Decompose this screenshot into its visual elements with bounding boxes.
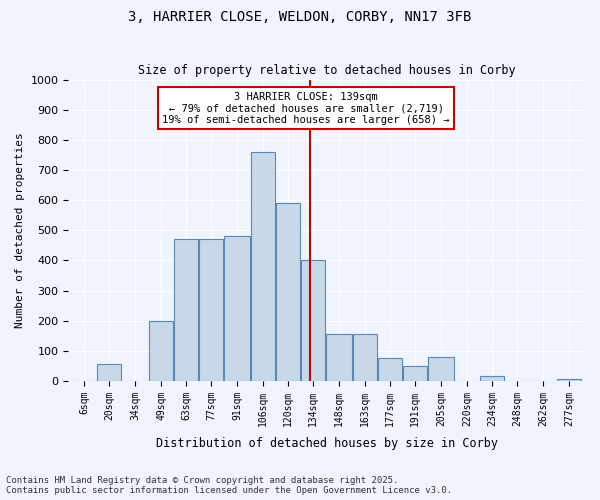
Text: 3, HARRIER CLOSE, WELDON, CORBY, NN17 3FB: 3, HARRIER CLOSE, WELDON, CORBY, NN17 3F… xyxy=(128,10,472,24)
Bar xyxy=(403,366,427,381)
Y-axis label: Number of detached properties: Number of detached properties xyxy=(15,132,25,328)
Bar xyxy=(378,358,402,381)
Bar xyxy=(557,380,581,381)
Bar xyxy=(149,320,173,381)
Bar xyxy=(251,152,275,381)
Bar xyxy=(276,203,300,381)
Bar xyxy=(301,260,325,381)
Title: Size of property relative to detached houses in Corby: Size of property relative to detached ho… xyxy=(138,64,515,77)
Bar xyxy=(353,334,377,381)
Text: 3 HARRIER CLOSE: 139sqm
← 79% of detached houses are smaller (2,719)
19% of semi: 3 HARRIER CLOSE: 139sqm ← 79% of detache… xyxy=(163,92,450,125)
Bar xyxy=(224,236,250,381)
Bar xyxy=(480,376,504,381)
X-axis label: Distribution of detached houses by size in Corby: Distribution of detached houses by size … xyxy=(155,437,497,450)
Text: Contains HM Land Registry data © Crown copyright and database right 2025.
Contai: Contains HM Land Registry data © Crown c… xyxy=(6,476,452,495)
Bar xyxy=(199,240,223,381)
Bar xyxy=(97,364,121,381)
Bar xyxy=(326,334,352,381)
Bar xyxy=(428,357,454,381)
Bar xyxy=(174,240,199,381)
